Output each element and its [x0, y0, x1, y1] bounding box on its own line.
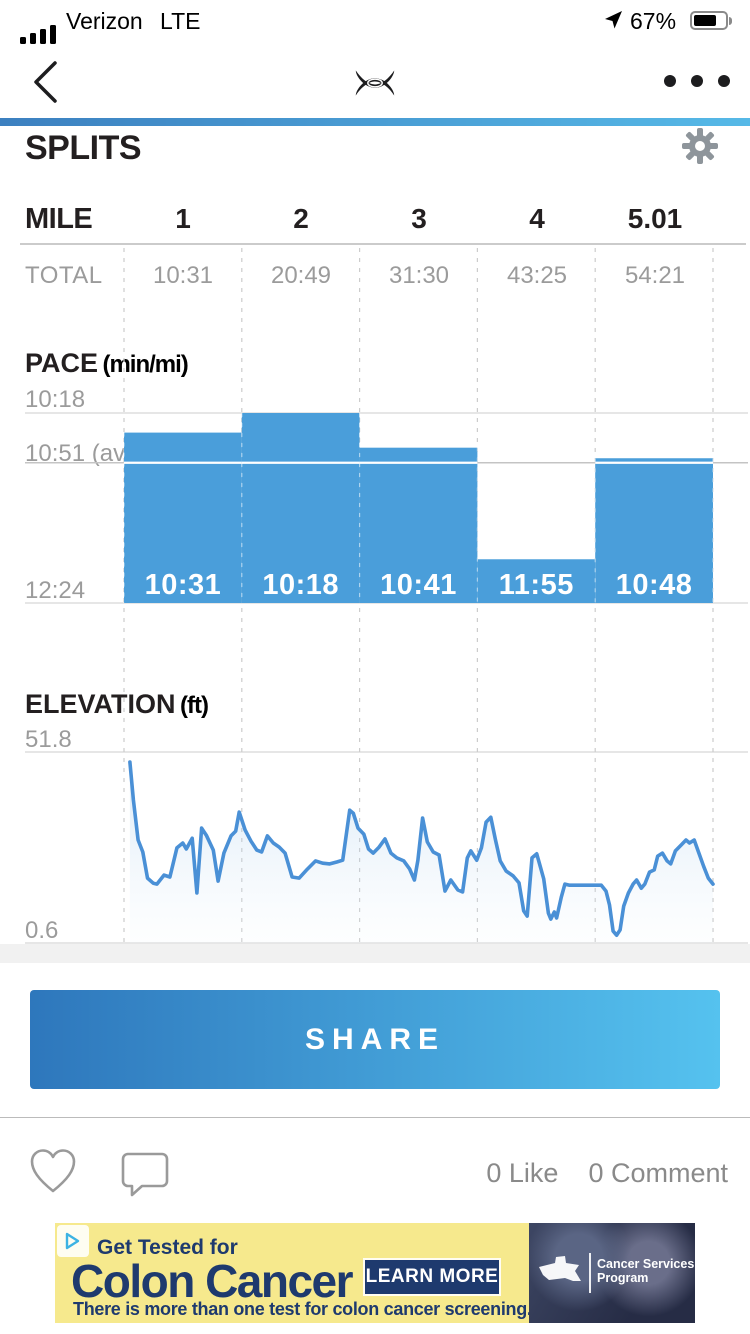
mile-col-label: 4: [529, 203, 545, 234]
signal-strength-icon: [40, 29, 46, 44]
mile-col-label: 1: [175, 203, 191, 234]
pace-bar-label: 10:41: [380, 569, 457, 601]
table-rule: [20, 243, 746, 245]
more-menu-button[interactable]: [718, 75, 730, 87]
pace-bar-label: 10:31: [145, 569, 222, 601]
ad-headline: Colon Cancer: [71, 1255, 354, 1307]
pace-section-title: PACE (min/mi): [25, 348, 189, 379]
comment-count: 0 Comment: [588, 1158, 728, 1188]
pace-title: PACE: [25, 348, 99, 378]
mile-col-label: 5.01: [627, 203, 683, 234]
nav-bar: [0, 44, 750, 118]
total-cell: 43:25: [506, 262, 568, 289]
battery-icon: [690, 11, 728, 30]
network-label: LTE: [160, 8, 201, 34]
back-button[interactable]: [28, 58, 64, 106]
elevation-tick-bottom: 0.6: [25, 917, 59, 944]
location-arrow-icon: [605, 11, 622, 29]
pace-unit: (min/mi): [102, 351, 188, 378]
sponsor-divider: [589, 1253, 591, 1293]
page-title: SPLITS: [25, 129, 142, 167]
battery-percent-label: 67%: [630, 8, 677, 34]
mile-row-header: MILE: [25, 203, 93, 235]
battery-cap: [729, 17, 732, 25]
pace-tick-avg: 10:51 (avg): [25, 440, 147, 467]
ad-cta-button[interactable]: LEARN MORE: [363, 1258, 501, 1296]
pace-tick-top: 10:18: [25, 386, 86, 413]
signal-strength-icon: [50, 25, 56, 44]
pace-bar-label: 10:48: [616, 569, 693, 601]
like-heart-button[interactable]: [28, 1146, 78, 1198]
social-counts: 0 Like 0 Comment: [486, 1158, 728, 1189]
signal-strength-icon: [30, 33, 36, 44]
carrier-label: Verizon: [66, 8, 143, 34]
share-button[interactable]: SHARE: [30, 990, 720, 1089]
status-bar: Verizon LTE 67%: [0, 0, 750, 44]
accent-divider: [0, 118, 750, 126]
ad-photo: Cancer Services Program: [529, 1223, 695, 1323]
under-armour-logo: [355, 70, 395, 96]
section-divider: [0, 1117, 750, 1118]
signal-strength-icon: [20, 37, 26, 44]
elevation-tick-top: 51.8: [25, 726, 72, 753]
more-menu-button[interactable]: [691, 75, 703, 87]
sponsor-name: Cancer Services Program: [597, 1257, 695, 1285]
total-cell: 10:31: [152, 262, 214, 289]
ad-kicker: Get Tested for: [97, 1236, 238, 1259]
share-label: SHARE: [304, 1022, 445, 1056]
elevation-title: ELEVATION: [25, 689, 176, 719]
ny-state-logo: [539, 1256, 581, 1281]
total-cell: 31:30: [388, 262, 450, 289]
like-count: 0 Like: [486, 1158, 559, 1188]
ad-banner[interactable]: Get Tested for Colon Cancer LEARN MORE T…: [55, 1223, 695, 1323]
total-cell: 54:21: [624, 262, 686, 289]
pace-tick-bottom: 12:24: [25, 577, 86, 604]
elevation-unit: (ft): [179, 692, 209, 719]
comment-bubble-button[interactable]: [120, 1150, 170, 1198]
card-bottom-band: [0, 944, 750, 963]
gear-icon[interactable]: [680, 126, 720, 166]
pace-bar-label: 10:18: [262, 569, 339, 601]
total-cell: 20:49: [270, 262, 332, 289]
ad-tagline: There is more than one test for colon ca…: [73, 1299, 532, 1319]
elevation-section-title: ELEVATION (ft): [25, 689, 209, 720]
total-row-header: TOTAL: [25, 262, 103, 289]
mile-col-label: 2: [293, 203, 309, 234]
mile-col-label: 3: [411, 203, 427, 234]
pace-bar-label: 11:55: [499, 569, 574, 601]
adchoices-icon[interactable]: [57, 1225, 89, 1257]
more-menu-button[interactable]: [664, 75, 676, 87]
